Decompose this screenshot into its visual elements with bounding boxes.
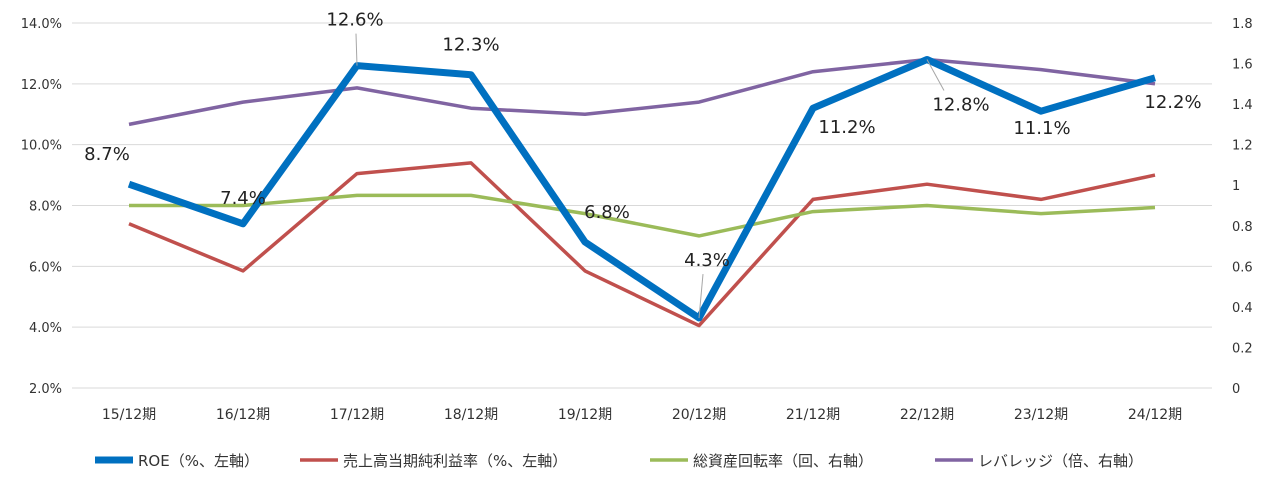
y-right-tick-label: 0.2 — [1232, 341, 1253, 356]
x-tick-label: 19/12期 — [558, 407, 612, 423]
y-left-tick-label: 8.0% — [29, 200, 62, 215]
data-label: 12.6% — [326, 10, 383, 31]
data-label-leader — [355, 33, 358, 66]
data-label-leader — [926, 59, 945, 91]
series-line-4 — [128, 57, 1156, 127]
legend-label-3: 総資産回転率（回、右軸） — [693, 452, 873, 470]
x-tick-label: 20/12期 — [672, 407, 726, 423]
data-label: 12.3% — [442, 35, 499, 56]
x-tick-label: 17/12期 — [330, 407, 384, 423]
data-label: 11.2% — [818, 117, 875, 138]
data-label: 6.8% — [584, 202, 630, 223]
legend-label-2: 売上高当期純利益率（%、左軸） — [343, 452, 567, 470]
y-right-tick-label: 0.4 — [1232, 301, 1253, 316]
x-tick-label: 16/12期 — [216, 407, 270, 423]
x-tick-label: 23/12期 — [1014, 407, 1068, 423]
series-line-2 — [128, 161, 1156, 328]
data-label: 8.7% — [84, 144, 130, 165]
data-label: 7.4% — [220, 188, 266, 209]
y-left-tick-label: 14.0% — [21, 17, 62, 32]
x-tick-label: 24/12期 — [1128, 407, 1182, 423]
data-label: 12.8% — [932, 95, 989, 116]
y-right-tick-label: 1.4 — [1232, 98, 1253, 113]
y-left-tick-label: 6.0% — [29, 260, 62, 275]
series-line-1 — [127, 56, 1156, 322]
series-line-3 — [129, 193, 1156, 238]
y-left-tick-label: 2.0% — [29, 382, 62, 397]
data-label-leader — [698, 273, 704, 319]
x-tick-label: 21/12期 — [786, 407, 840, 423]
y-right-tick-label: 1.2 — [1232, 139, 1253, 154]
y-right-tick-label: 1.8 — [1232, 17, 1253, 32]
data-label: 4.3% — [684, 250, 730, 271]
x-tick-label: 22/12期 — [900, 407, 954, 423]
legend-label-1: ROE（%、左軸） — [138, 452, 259, 470]
data-label: 11.1% — [1013, 118, 1070, 139]
y-right-tick-label: 0 — [1232, 382, 1240, 397]
y-left-tick-label: 10.0% — [21, 139, 62, 154]
y-right-tick-label: 0.8 — [1232, 220, 1253, 235]
legend-label-4: レバレッジ（倍、右軸） — [978, 452, 1143, 470]
y-right-tick-label: 1.6 — [1232, 58, 1253, 73]
x-tick-label: 18/12期 — [444, 407, 498, 423]
y-left-tick-label: 12.0% — [21, 78, 62, 93]
y-right-tick-label: 1 — [1232, 179, 1240, 194]
data-label: 12.2% — [1144, 92, 1201, 113]
y-left-tick-label: 4.0% — [29, 321, 62, 336]
y-right-tick-label: 0.6 — [1232, 260, 1253, 275]
x-tick-label: 15/12期 — [102, 407, 156, 423]
